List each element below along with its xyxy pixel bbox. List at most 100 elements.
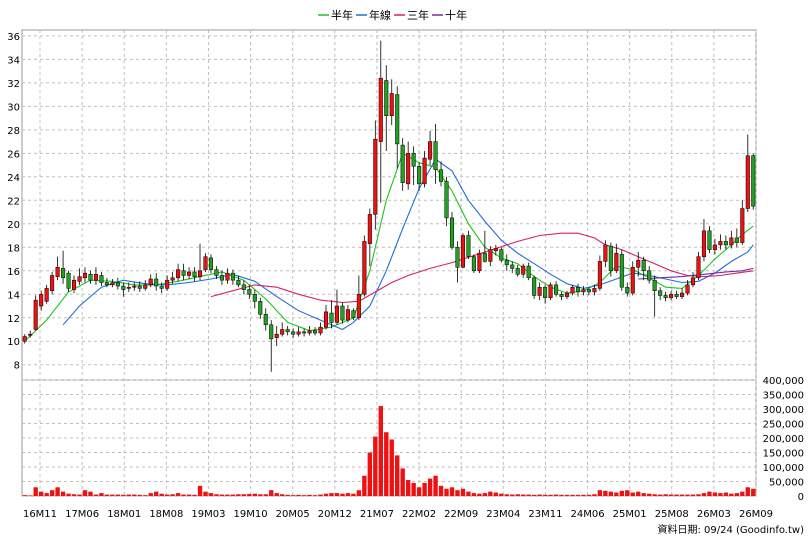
candle-body-59	[345, 309, 350, 321]
candle-body-26	[165, 279, 170, 289]
candle-body-53	[313, 330, 318, 334]
volume-tick-label-2: 100,000	[763, 463, 804, 474]
x-tick-label-8: 21M07	[360, 509, 394, 520]
candle-body-35	[214, 269, 219, 276]
volume-bar-36	[219, 494, 225, 496]
price-tick-label-14: 36	[7, 32, 20, 43]
candle-body-18	[121, 285, 126, 290]
volume-bar-5	[49, 490, 55, 496]
x-tick-label-17: 26M09	[739, 509, 773, 520]
ma-ten-year-line	[638, 267, 754, 280]
chart-grid	[21, 29, 757, 497]
price-tick-label-5: 18	[7, 243, 20, 254]
volume-bar-79	[455, 490, 460, 496]
volume-bar-34	[208, 493, 214, 496]
price-tick-label-9: 26	[7, 149, 20, 160]
volume-bar-95	[542, 494, 548, 496]
candle-body-128	[723, 241, 728, 246]
volume-bar-22	[143, 495, 148, 496]
volume-bar-91	[521, 494, 526, 496]
candle-body-121	[685, 284, 690, 294]
volume-bar-86	[493, 492, 499, 496]
candle-body-88	[504, 259, 509, 266]
candle-body-126	[712, 244, 717, 250]
x-tick-label-7: 20M12	[318, 509, 352, 520]
candle-body-30	[187, 271, 192, 276]
volume-bar-117	[663, 494, 668, 496]
volume-bar-66	[384, 432, 389, 496]
volume-bar-98	[559, 494, 564, 496]
candle-body-76	[439, 169, 444, 182]
volume-bar-8	[66, 493, 71, 496]
legend-label-0: 半年	[331, 8, 353, 22]
volume-bar-0	[22, 495, 27, 496]
candle-body-93	[532, 277, 537, 296]
candle-body-56	[329, 312, 334, 323]
volume-bar-77	[444, 488, 449, 496]
candle-body-64	[373, 138, 378, 215]
x-tick-label-15: 25M08	[655, 509, 689, 520]
volume-bar-82	[471, 493, 477, 496]
candle-body-72	[417, 165, 422, 185]
candle-body-23	[148, 278, 153, 286]
volume-bar-116	[657, 494, 663, 496]
candle-body-120	[680, 292, 685, 297]
volume-bar-74	[427, 478, 433, 496]
candle-body-100	[570, 286, 575, 294]
volume-bar-1	[28, 495, 33, 496]
candle-body-1	[28, 333, 33, 336]
volume-bar-63	[367, 452, 373, 496]
candle-body-110	[625, 286, 630, 294]
legend-label-2: 三年	[407, 8, 429, 22]
volume-bar-81	[466, 491, 471, 496]
candle-body-25	[159, 285, 164, 289]
volume-bar-59	[345, 493, 351, 496]
volume-bar-48	[285, 494, 290, 496]
volume-bar-119	[674, 494, 679, 496]
price-tick-label-11: 30	[7, 102, 20, 113]
volume-bar-60	[351, 493, 356, 496]
volume-bar-114	[646, 493, 652, 496]
candle-body-103	[586, 289, 591, 293]
candle-body-127	[718, 241, 723, 246]
volume-bar-110	[625, 490, 630, 496]
x-tick-label-2: 18M01	[107, 509, 141, 520]
candle-body-52	[307, 330, 312, 334]
candle-body-62	[362, 241, 367, 295]
candle-body-82	[471, 256, 476, 272]
volume-bar-56	[329, 493, 334, 496]
volume-bar-105	[597, 490, 603, 496]
volume-bar-73	[422, 482, 427, 496]
candle-body-12	[88, 274, 93, 281]
candle-body-81	[466, 235, 471, 257]
candle-body-132	[745, 155, 750, 209]
volume-bar-123	[696, 494, 701, 496]
volume-bar-108	[614, 492, 619, 496]
volume-bar-107	[608, 491, 614, 496]
volume-bar-27	[170, 494, 175, 496]
volume-bar-126	[712, 492, 718, 496]
candle-body-13	[93, 274, 98, 281]
volume-bar-106	[603, 490, 608, 496]
volume-bar-35	[214, 494, 219, 496]
volume-bar-104	[592, 494, 597, 496]
price-tick-label-12: 32	[7, 79, 20, 90]
volume-tick-label-7: 350,000	[763, 391, 804, 402]
volume-bar-99	[564, 494, 570, 496]
volume-bar-25	[159, 493, 164, 496]
candle-body-92	[526, 265, 531, 279]
candle-body-115	[652, 279, 657, 291]
volume-bar-44	[263, 494, 268, 496]
volume-bar-130	[734, 493, 740, 496]
candle-body-109	[619, 254, 624, 288]
volume-bar-58	[340, 493, 345, 496]
volume-bar-122	[690, 494, 696, 496]
x-tick-label-9: 22M02	[402, 509, 436, 520]
candle-body-105	[597, 261, 602, 289]
x-tick-label-13: 24M06	[570, 509, 604, 520]
volume-bar-43	[258, 494, 263, 496]
candle-body-68	[395, 94, 400, 145]
candle-body-74	[428, 141, 433, 160]
candle-body-91	[521, 265, 526, 275]
candle-body-51	[302, 331, 307, 334]
